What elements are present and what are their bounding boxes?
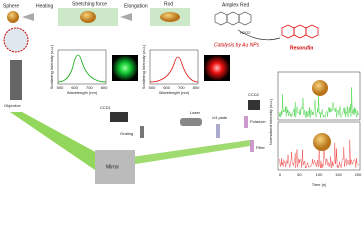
x-tick-label: 700 <box>86 85 93 90</box>
objective <box>10 60 22 100</box>
rod <box>160 12 180 22</box>
label: Amplex Red <box>222 2 249 8</box>
x-tick-label: 200 <box>355 172 362 177</box>
trace-panel: Normalised intensity (a.u.) Time (s) 0 50… <box>268 71 362 187</box>
x-label: Wavelength (nm) <box>67 90 98 95</box>
ccd <box>248 100 260 110</box>
x-tick-label: 500 <box>149 85 156 90</box>
particle <box>80 11 96 23</box>
sphere <box>7 11 19 23</box>
x-tick-label: 100 <box>316 172 323 177</box>
molecule <box>214 11 252 26</box>
x-tick-label: 50 <box>297 172 302 177</box>
label: H2O2 <box>240 30 251 35</box>
x-tick-label: 600 <box>71 85 78 90</box>
label: Sphere <box>3 3 19 9</box>
arrow <box>237 29 281 41</box>
x-tick-label: 500 <box>57 85 64 90</box>
label: Polarizer <box>250 119 266 124</box>
label: Elongation <box>124 3 148 9</box>
x-tick-label: 700 <box>178 85 185 90</box>
beam <box>10 112 110 170</box>
mirror <box>95 150 135 184</box>
spectrum-green: Scattering Intensity (a.u.) Wavelength (… <box>49 44 108 95</box>
y-label: Scattering Intensity (a.u.) <box>49 44 54 89</box>
spectrum-red: Scattering Intensity (a.u.) Wavelength (… <box>141 44 200 95</box>
label: Resorufin <box>290 45 313 51</box>
label: λ/4 plate <box>212 115 228 120</box>
image <box>112 55 138 81</box>
label: CCD1 <box>100 105 112 110</box>
label: Heating <box>36 3 53 9</box>
figure: Sphere Heating Stretching force Elongati… <box>3 1 362 187</box>
x-label: Time (s) <box>312 182 327 187</box>
beam <box>110 140 250 168</box>
image <box>204 55 230 81</box>
x-tick-label: 800 <box>101 85 108 90</box>
label: Catalysis by Au NPs <box>214 42 260 48</box>
x-tick-label: 0 <box>279 172 282 177</box>
plate <box>216 124 220 138</box>
x-tick-label: 150 <box>335 172 342 177</box>
ccd <box>110 112 128 122</box>
molecule <box>281 24 319 39</box>
y-label: Normalised intensity (a.u.) <box>268 98 273 145</box>
polarizer <box>244 116 248 128</box>
x-tick-label: 800 <box>193 85 200 90</box>
arrow <box>120 13 132 21</box>
label: CCD2 <box>248 92 260 97</box>
label: Grating <box>120 131 133 136</box>
laser <box>180 118 202 126</box>
inset <box>3 27 29 53</box>
x-label: Wavelength (nm) <box>159 90 190 95</box>
grating <box>140 126 144 138</box>
filter <box>250 140 254 152</box>
label: Laser <box>190 110 201 115</box>
label: Rod <box>164 1 173 7</box>
label: Stretching force <box>72 1 107 7</box>
y-label: Scattering Intensity (a.u.) <box>141 44 146 89</box>
label: Filter <box>256 145 266 150</box>
arrow <box>22 13 34 21</box>
x-tick-label: 600 <box>163 85 170 90</box>
label: Objective <box>4 103 21 108</box>
label: Mirror <box>106 164 119 170</box>
